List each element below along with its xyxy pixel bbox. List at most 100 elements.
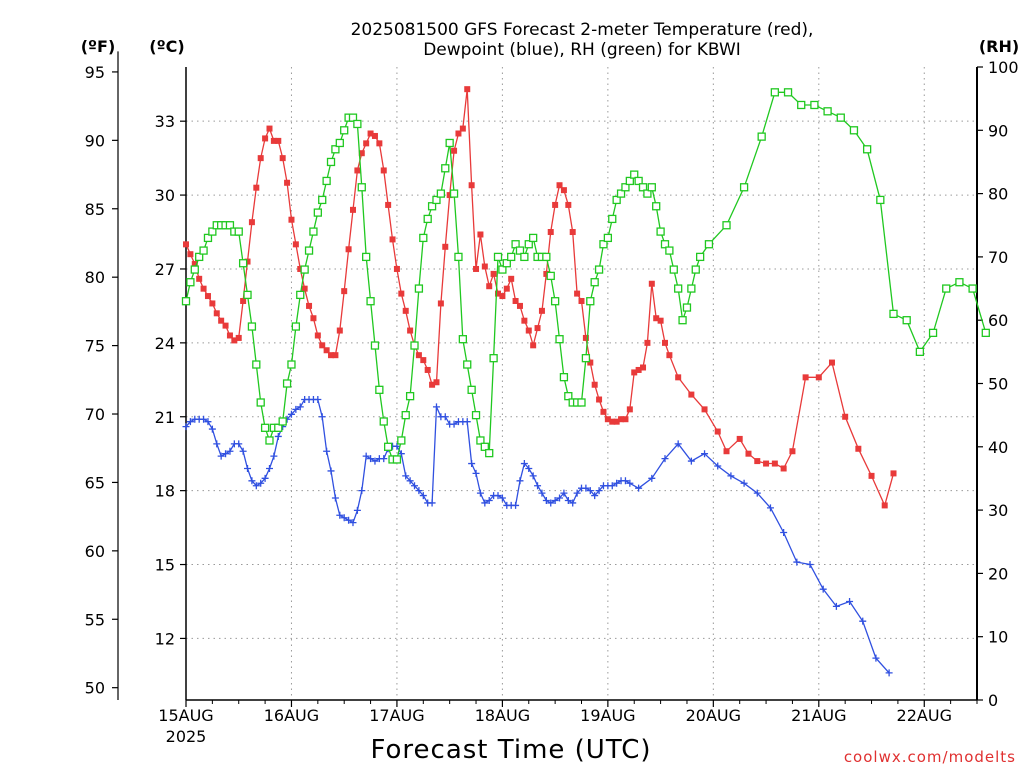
celsius-tick-label: 12 — [155, 629, 175, 648]
rh-tick-label: 90 — [988, 121, 1008, 140]
temperature-marker — [354, 167, 361, 174]
dewpoint-marker — [564, 496, 572, 504]
temperature-marker — [226, 332, 233, 339]
dewpoint-marker — [244, 464, 252, 472]
rh-marker — [608, 214, 617, 224]
temperature-marker — [754, 458, 761, 465]
rh-marker — [463, 360, 472, 369]
temperature-marker — [657, 317, 664, 324]
rh-marker — [366, 297, 375, 306]
celsius-tick-label: 24 — [155, 334, 175, 353]
temperature-marker — [371, 132, 378, 139]
temperature-marker — [855, 445, 862, 452]
temperature-marker — [622, 416, 629, 423]
rh-tick-label: 70 — [988, 248, 1008, 267]
rh-marker — [410, 341, 419, 350]
temperature-marker — [306, 302, 313, 309]
rh-marker — [542, 252, 551, 262]
dewpoint-marker — [261, 474, 269, 482]
temperature-marker — [802, 374, 809, 381]
rh-marker — [981, 328, 990, 338]
rh-marker — [823, 107, 832, 116]
temperature-marker — [618, 416, 625, 423]
dewpoint-marker — [411, 482, 419, 490]
tick-labels: 15AUG 2025 16AUG 17AUG 18AUG 19AUG 20AUG 21AUG 2… — [85, 58, 1019, 746]
rh-marker — [783, 88, 793, 97]
rh-marker — [625, 176, 634, 186]
dewpoint-marker — [393, 442, 401, 450]
temperature-marker — [626, 406, 633, 413]
temperature-marker — [402, 307, 409, 314]
rh-marker — [485, 448, 494, 458]
temperature-marker — [319, 342, 326, 349]
temperature-marker — [578, 297, 585, 304]
celsius-unit-label: (ºC) — [149, 37, 184, 56]
dewpoint-marker — [296, 403, 304, 411]
temperature-marker — [437, 300, 444, 307]
dewpoint-marker — [367, 455, 375, 463]
rh-tick-label: 80 — [988, 185, 1008, 204]
dewpoint-marker — [186, 418, 194, 426]
dewpoint-marker — [859, 617, 867, 625]
dewpoint-marker — [806, 561, 814, 569]
rh-marker — [669, 265, 678, 274]
rh-marker — [674, 284, 683, 293]
rh-tick-label: 20 — [988, 564, 1008, 583]
rh-marker — [287, 360, 296, 369]
rh-marker — [414, 284, 424, 293]
rh-marker — [436, 189, 446, 198]
dewpoint-marker — [222, 450, 230, 458]
temperature-marker — [582, 334, 589, 341]
rh-marker — [643, 189, 652, 198]
rh-marker — [511, 240, 520, 249]
fahrenheit-tick-label: 95 — [85, 63, 105, 82]
rh-marker — [722, 221, 731, 230]
temperature-marker — [534, 325, 541, 332]
temperature-marker — [631, 369, 638, 376]
rh-marker — [757, 132, 766, 141]
dewpoint-marker — [551, 496, 559, 504]
temperature-marker — [240, 297, 247, 304]
rh-marker — [313, 208, 322, 217]
temperature-marker — [235, 334, 242, 341]
temperature-marker — [640, 364, 647, 371]
rh-marker — [362, 252, 371, 262]
rh-marker — [889, 309, 898, 319]
rh-marker — [797, 100, 806, 110]
rh-marker — [195, 252, 204, 262]
rh-marker — [208, 227, 217, 236]
temperature-marker — [486, 283, 493, 290]
temperature-marker — [398, 290, 405, 297]
fahrenheit-tick-label: 70 — [85, 405, 105, 424]
rh-marker — [682, 303, 692, 312]
dewpoint-marker — [661, 455, 669, 463]
rh-marker — [199, 246, 208, 255]
temperature-marker — [565, 201, 572, 208]
rh-marker — [186, 278, 195, 287]
x-tick-label: 16AUG — [264, 706, 319, 725]
temperature-marker — [490, 270, 497, 277]
dewpoint-marker — [468, 460, 476, 468]
temperature-marker — [393, 265, 400, 272]
dewpoint-marker — [239, 447, 247, 455]
temperature-marker — [499, 293, 506, 300]
rh-marker — [634, 176, 643, 186]
temperature-marker — [442, 243, 449, 250]
dewpoint-marker — [270, 452, 278, 460]
temperature-marker — [345, 246, 352, 253]
rh-marker — [902, 316, 911, 325]
temperature-marker — [262, 135, 269, 142]
temperature-marker — [648, 280, 655, 287]
temperature-marker — [323, 347, 330, 354]
series-line-1 — [185, 398, 890, 674]
temperature-marker — [771, 460, 778, 467]
temperature-marker — [213, 310, 220, 317]
dewpoint-marker — [494, 492, 502, 500]
temperature-marker — [688, 391, 695, 398]
rh-marker — [603, 233, 613, 243]
temperature-marker — [503, 285, 510, 292]
x-tick-label: 21AUG — [791, 706, 846, 725]
temperature-marker — [191, 261, 198, 268]
temperature-marker — [556, 182, 563, 189]
dewpoint-marker — [529, 472, 537, 480]
